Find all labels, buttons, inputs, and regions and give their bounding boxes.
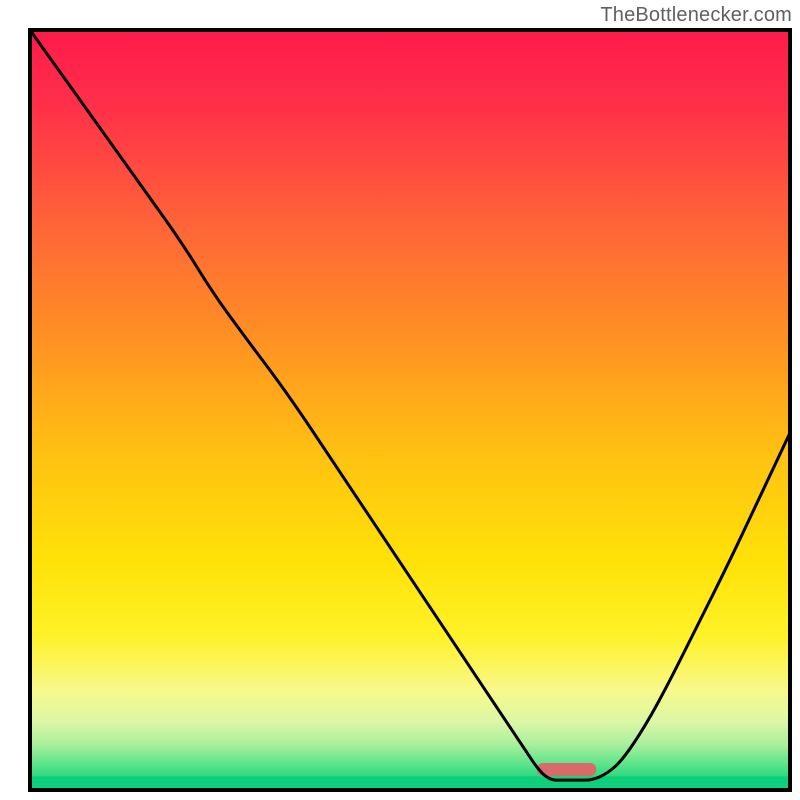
attribution-label: TheBottleneсker.com: [600, 4, 792, 27]
plot-background: [30, 30, 790, 790]
bottom-band: [30, 776, 790, 790]
chart-container: TheBottleneсker.com: [0, 0, 800, 800]
optimum-marker: [537, 763, 596, 776]
bottleneck-chart: [0, 0, 800, 800]
